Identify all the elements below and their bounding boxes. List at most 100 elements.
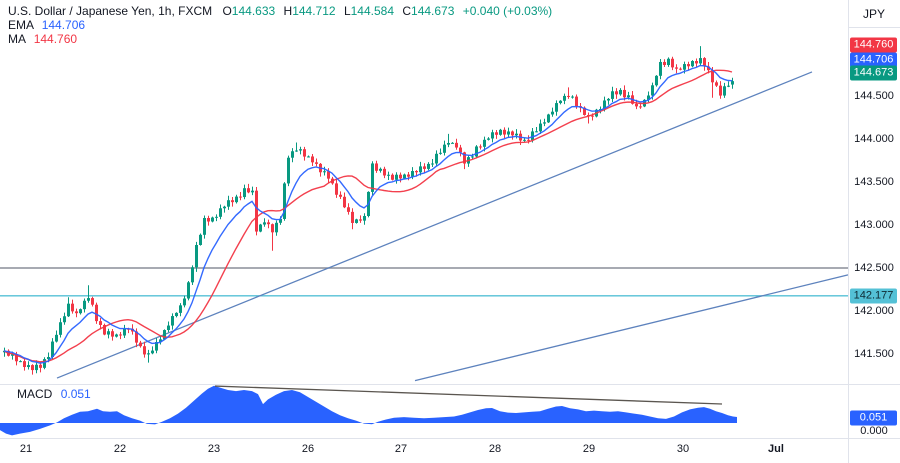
candle-body xyxy=(635,103,638,107)
candle-body xyxy=(407,174,410,177)
macd-value: 0.051 xyxy=(60,387,91,401)
candle-body xyxy=(687,64,690,67)
candle-body xyxy=(311,156,314,163)
candle-body xyxy=(67,303,70,317)
candle-body xyxy=(443,144,446,153)
candle-body xyxy=(455,142,458,148)
candle-body xyxy=(663,61,666,66)
candle-body xyxy=(267,222,270,225)
price-tick: 142.500 xyxy=(854,262,894,274)
candle-body xyxy=(103,324,106,335)
candle-body xyxy=(151,350,154,354)
candle-body xyxy=(183,298,186,306)
candle-body xyxy=(255,190,258,232)
candle-body xyxy=(591,115,594,117)
low-value: 144.584 xyxy=(350,4,395,18)
time-tick: 30 xyxy=(676,443,690,455)
candle-body xyxy=(139,342,142,347)
candle-body xyxy=(723,86,726,96)
candle-body xyxy=(359,219,362,221)
candle-body xyxy=(271,224,274,233)
candle-body xyxy=(395,174,398,180)
candle-body xyxy=(239,196,242,198)
price-tick: 143.000 xyxy=(854,219,894,231)
macd-zero-tick: 0.000 xyxy=(860,425,888,437)
candle-body xyxy=(383,168,386,176)
ema-line[interactable] xyxy=(3,64,733,364)
candle-body xyxy=(475,146,478,157)
candle-body xyxy=(191,267,194,283)
candle-body xyxy=(47,357,50,360)
candle-body xyxy=(283,183,286,219)
candle-body xyxy=(59,322,62,335)
candle-body xyxy=(659,61,662,76)
candle-body xyxy=(343,196,346,208)
candle-body xyxy=(227,200,230,207)
candle-body xyxy=(303,149,306,157)
candle-body xyxy=(287,157,290,184)
candle-body xyxy=(603,100,606,110)
candle-body xyxy=(387,174,390,176)
ma-line[interactable] xyxy=(3,69,733,363)
candle-body xyxy=(571,96,574,98)
candle-body xyxy=(163,330,166,340)
ema-label: EMA xyxy=(8,18,34,32)
candle-body xyxy=(355,219,358,223)
time-tick: 26 xyxy=(301,443,315,455)
candle-body xyxy=(583,107,586,115)
price-scale[interactable]: JPY 0.000 144.500 144.000 143.500 143.000 14… xyxy=(848,0,900,463)
candle-body xyxy=(275,222,278,233)
candle-body xyxy=(295,150,298,152)
candle-body xyxy=(483,139,486,147)
candle-body xyxy=(35,364,38,371)
candle-body xyxy=(703,58,706,67)
candle-body xyxy=(619,89,622,95)
candle-body xyxy=(651,85,654,96)
candle-body xyxy=(203,217,206,235)
macd-trendline[interactable] xyxy=(214,385,723,405)
candle-body xyxy=(567,95,570,97)
macd-value-badge: 0.051 xyxy=(850,410,897,426)
ema-price-badge: 144.706 xyxy=(850,52,897,68)
hline-price-badge: 142.177 xyxy=(850,288,897,304)
candle-body xyxy=(655,75,658,86)
trendline-lower-major[interactable] xyxy=(56,71,813,379)
price-tick: 143.500 xyxy=(854,176,894,188)
change-value: +0.040 (+0.03%) xyxy=(462,4,553,18)
candle-body xyxy=(307,156,310,158)
candle-body xyxy=(515,133,518,136)
candle-body xyxy=(563,95,566,101)
candle-body xyxy=(231,200,234,203)
candle-body xyxy=(435,153,438,164)
time-tick: Jul xyxy=(768,443,784,455)
candle-body xyxy=(223,206,226,209)
time-tick: 23 xyxy=(207,443,221,455)
candle-body xyxy=(575,96,578,107)
candle-body xyxy=(667,58,670,66)
trendline-lower-minor[interactable] xyxy=(414,274,849,382)
candle-body xyxy=(159,339,162,343)
candle-body xyxy=(691,60,694,67)
ma-row[interactable]: MA 144.760 xyxy=(8,32,552,46)
symbol-name[interactable]: U.S. Dollar / Japanese Yen, 1h, FXCM xyxy=(8,4,213,18)
macd-legend[interactable]: MACD 0.051 xyxy=(17,387,91,401)
candle-body xyxy=(79,309,82,314)
candle-body xyxy=(639,106,642,108)
macd-area xyxy=(0,385,737,436)
ema-row[interactable]: EMA 144.706 xyxy=(8,18,552,32)
candle-body xyxy=(347,207,350,212)
candle-body xyxy=(547,114,550,123)
time-scale[interactable]: 21 22 23 26 27 28 29 30 Jul xyxy=(0,439,848,463)
candle-body xyxy=(107,331,110,335)
candle-body xyxy=(555,103,558,112)
candle-body xyxy=(427,163,430,169)
candle-body xyxy=(487,138,490,140)
open-value: 144.633 xyxy=(231,4,276,18)
candle-body xyxy=(75,311,78,314)
price-tick: 144.000 xyxy=(854,133,894,145)
currency-label: JPY xyxy=(848,0,900,28)
candle-body xyxy=(43,359,46,368)
candle-body xyxy=(199,234,202,245)
